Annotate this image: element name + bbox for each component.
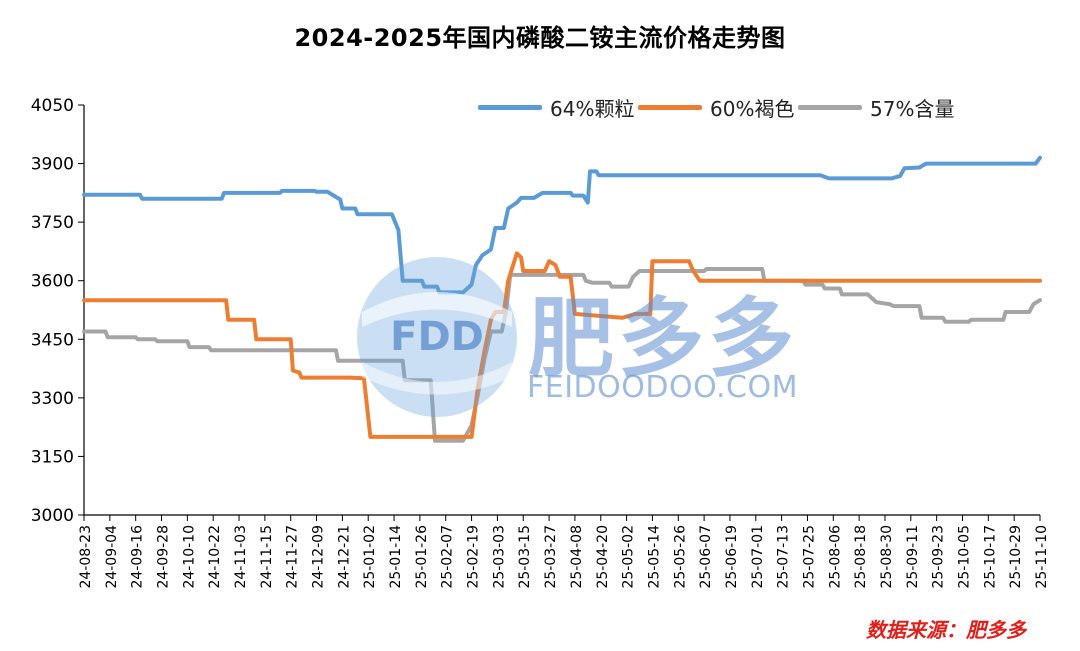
x-tick-label: 25-03-15 bbox=[517, 525, 533, 589]
legend-item-57: 57%含量 bbox=[798, 93, 954, 122]
x-tick-label: 24-11-03 bbox=[233, 525, 249, 589]
x-tick-label: 24-11-27 bbox=[285, 525, 301, 589]
x-tick-label: 24-09-28 bbox=[156, 525, 172, 589]
legend-item-60: 60%褐色 bbox=[638, 93, 794, 122]
y-tick-label: 3150 bbox=[31, 447, 74, 467]
x-tick-label: 25-07-13 bbox=[776, 525, 792, 589]
x-tick-label: 25-02-07 bbox=[440, 525, 456, 589]
y-tick-label: 3000 bbox=[31, 506, 74, 526]
x-tick-label: 25-09-11 bbox=[905, 525, 921, 589]
legend-swatch-blue bbox=[478, 105, 542, 110]
series-line-64 bbox=[82, 155, 1042, 295]
x-tick-label: 25-03-03 bbox=[491, 525, 507, 589]
x-tick-label: 25-09-23 bbox=[931, 525, 947, 589]
x-tick-label: 25-11-10 bbox=[1034, 525, 1050, 589]
series-line-57 bbox=[82, 267, 1042, 443]
x-tick-label: 24-12-09 bbox=[311, 525, 327, 589]
x-tick-label: 24-10-10 bbox=[181, 525, 197, 589]
x-tick-label: 25-01-26 bbox=[414, 525, 430, 589]
x-tick-label: 25-05-02 bbox=[621, 525, 637, 589]
series-line-60 bbox=[82, 251, 1042, 439]
x-tick-label: 25-04-08 bbox=[569, 525, 585, 589]
x-tick-label: 25-08-30 bbox=[879, 525, 895, 589]
x-tick-label: 25-01-02 bbox=[362, 525, 378, 589]
y-tick-label: 3750 bbox=[31, 213, 74, 233]
x-tick-label: 25-10-29 bbox=[1008, 525, 1024, 589]
y-tick-label: 4050 bbox=[31, 96, 74, 116]
legend-swatch-orange bbox=[638, 105, 702, 110]
x-tick-label: 25-04-20 bbox=[595, 525, 611, 589]
watermark-brand-en: FEIDOODOO.COM bbox=[527, 370, 798, 405]
x-tick-label: 24-12-21 bbox=[336, 525, 352, 589]
x-tick-label: 24-09-04 bbox=[104, 525, 120, 589]
y-tick-label: 3900 bbox=[31, 155, 74, 175]
x-tick-label: 25-10-05 bbox=[956, 525, 972, 589]
svg-text:FDD: FDD bbox=[390, 314, 484, 360]
legend-item-64: 64%颗粒 bbox=[478, 93, 634, 122]
x-tick-label: 25-01-14 bbox=[388, 525, 404, 589]
data-source-note: 数据来源：肥多多 bbox=[866, 618, 1026, 642]
x-tick-label: 25-10-17 bbox=[982, 525, 998, 589]
x-tick-label: 25-05-26 bbox=[672, 525, 688, 589]
fdd-logo-watermark: FDD bbox=[352, 252, 522, 426]
y-tick-label: 3600 bbox=[31, 272, 74, 292]
x-tick-label: 25-06-07 bbox=[698, 525, 714, 589]
y-tick-label: 3450 bbox=[31, 330, 74, 350]
x-tick-label: 24-09-16 bbox=[130, 525, 146, 589]
x-tick-label: 24-08-23 bbox=[78, 525, 94, 589]
x-tick-label: 25-05-14 bbox=[646, 525, 662, 589]
legend-label: 57%含量 bbox=[870, 97, 955, 121]
x-tick-label: 24-10-22 bbox=[207, 525, 223, 589]
x-tick-label: 25-07-01 bbox=[750, 525, 766, 589]
x-tick-label: 25-03-27 bbox=[543, 525, 559, 589]
y-tick-label: 3300 bbox=[31, 389, 74, 409]
legend-label: 64%颗粒 bbox=[550, 97, 635, 121]
x-tick-label: 24-11-15 bbox=[259, 525, 275, 589]
x-tick-label: 25-02-19 bbox=[466, 525, 482, 589]
x-tick-label: 25-06-19 bbox=[724, 525, 740, 589]
x-tick-label: 25-07-25 bbox=[801, 525, 817, 589]
legend-swatch-gray bbox=[798, 105, 862, 110]
legend-label: 60%褐色 bbox=[710, 97, 795, 121]
x-tick-label: 25-08-18 bbox=[853, 525, 869, 589]
x-tick-label: 25-08-06 bbox=[827, 525, 843, 589]
chart-title: 2024-2025年国内磷酸二铵主流价格走势图 bbox=[294, 24, 786, 52]
watermark-brand-cn: 肥多多 bbox=[528, 289, 798, 389]
